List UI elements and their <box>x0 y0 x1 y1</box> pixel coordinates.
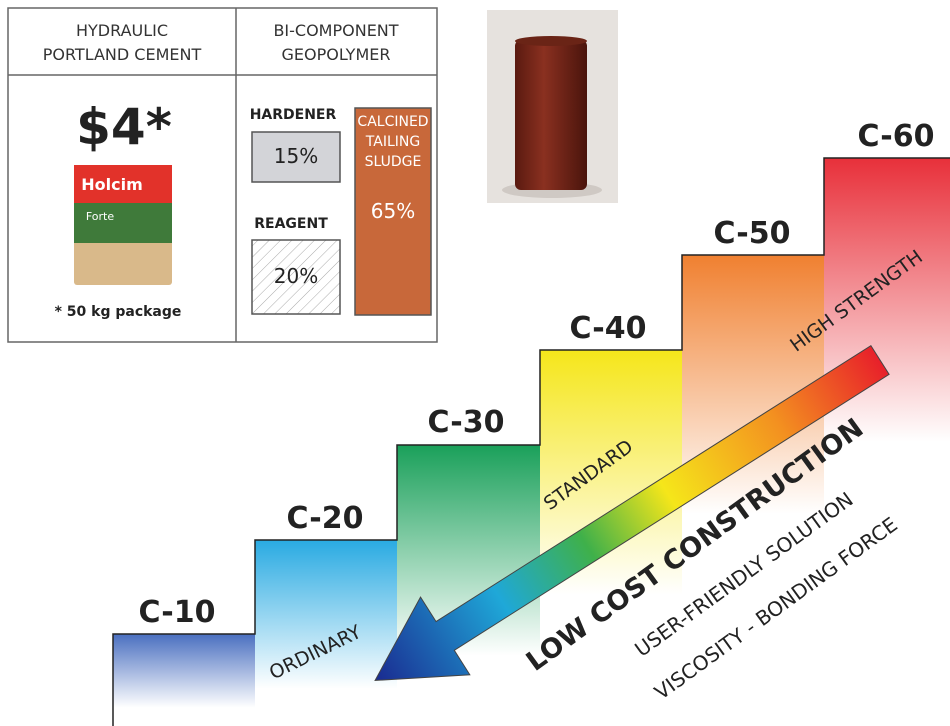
step-label: C-40 <box>570 311 647 346</box>
component-value: 65% <box>371 199 415 223</box>
step-block <box>824 158 950 726</box>
footnote: * 50 kg package <box>55 304 182 320</box>
step-label: C-60 <box>858 119 935 154</box>
component-box <box>251 131 341 183</box>
component-value: 15% <box>274 144 318 168</box>
step-label: C-50 <box>714 216 791 251</box>
component-box <box>251 239 341 315</box>
cement-bag <box>74 165 172 285</box>
step-label: C-10 <box>139 595 216 630</box>
component-label: HARDENER <box>250 107 337 123</box>
sample-photo <box>487 10 618 203</box>
component-box <box>354 107 432 316</box>
column-header: BI-COMPONENT <box>273 21 398 40</box>
column-header: GEOPOLYMER <box>282 45 391 64</box>
column-header: HYDRAULIC <box>76 21 168 40</box>
component-label: SLUDGE <box>365 154 422 170</box>
column-header: PORTLAND CEMENT <box>43 45 202 64</box>
component-label: TAILING <box>365 134 420 150</box>
bag-brand: Holcim <box>81 175 143 194</box>
step-outline <box>112 157 950 726</box>
component-label: REAGENT <box>254 216 328 232</box>
price: $4* <box>76 98 172 156</box>
step-block <box>113 634 255 726</box>
component-label: CALCINED <box>357 114 428 130</box>
bag-product: Forte <box>86 210 115 223</box>
step-label: C-30 <box>428 405 505 440</box>
step-label: C-20 <box>287 501 364 536</box>
arrow <box>374 344 890 681</box>
step-block <box>255 540 397 726</box>
component-value: 20% <box>274 264 318 288</box>
